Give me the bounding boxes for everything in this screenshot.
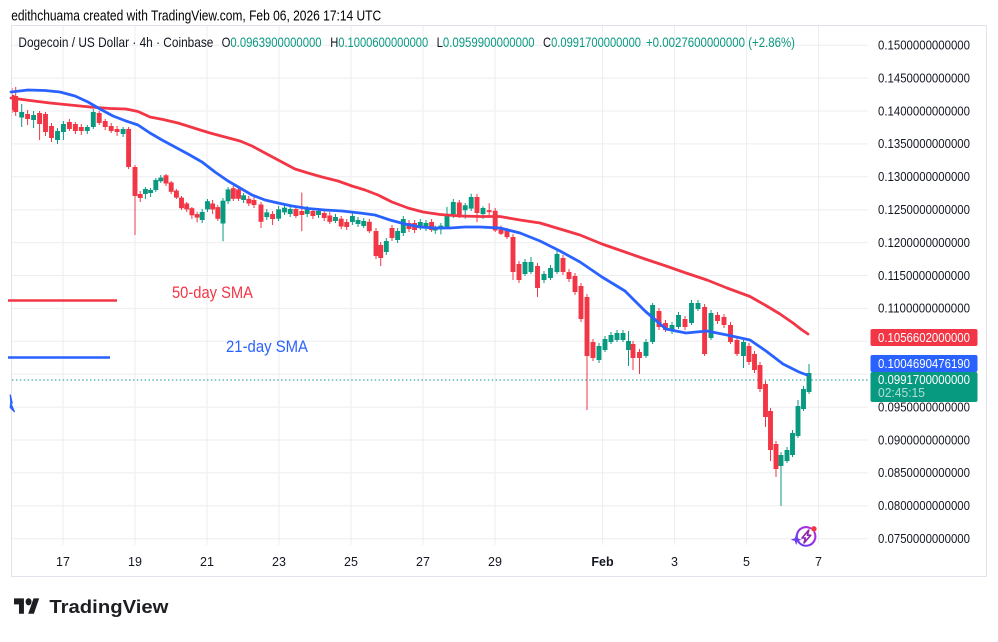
- svg-text:02:45:15: 02:45:15: [878, 386, 925, 400]
- svg-text:23: 23: [272, 555, 286, 569]
- svg-text:0.1150000000000: 0.1150000000000: [878, 269, 970, 283]
- svg-text:Dogecoin / US Dollar · 4h · Co: Dogecoin / US Dollar · 4h · Coinbase: [18, 34, 213, 50]
- svg-text:C0.0991700000000: C0.0991700000000: [543, 34, 641, 50]
- svg-text:TradingView: TradingView: [49, 597, 169, 617]
- svg-text:0.1100000000000: 0.1100000000000: [878, 302, 970, 316]
- svg-text:+0.0027600000000 (+2.86%): +0.0027600000000 (+2.86%): [646, 34, 795, 50]
- svg-text:5: 5: [743, 555, 750, 569]
- svg-text:O0.0963900000000: O0.0963900000000: [222, 34, 322, 50]
- svg-text:21-day SMA: 21-day SMA: [226, 338, 308, 356]
- svg-text:29: 29: [488, 555, 502, 569]
- svg-text:7: 7: [815, 555, 822, 569]
- svg-text:edithchuama created with Tradi: edithchuama created with TradingView.com…: [11, 8, 381, 25]
- svg-text:0.1004690476190: 0.1004690476190: [878, 357, 970, 371]
- svg-text:Feb: Feb: [591, 555, 614, 569]
- svg-text:0.0900000000000: 0.0900000000000: [878, 433, 970, 447]
- svg-text:21: 21: [200, 555, 214, 569]
- svg-text:0.0750000000000: 0.0750000000000: [878, 532, 970, 546]
- svg-text:H0.1000600000000: H0.1000600000000: [330, 34, 428, 50]
- svg-text:0.1400000000000: 0.1400000000000: [878, 104, 970, 118]
- svg-text:25: 25: [344, 555, 358, 569]
- svg-text:L0.0959900000000: L0.0959900000000: [437, 34, 535, 50]
- svg-text:3: 3: [671, 555, 678, 569]
- svg-text:50-day SMA: 50-day SMA: [172, 284, 253, 302]
- svg-text:27: 27: [416, 555, 430, 569]
- svg-text:0.0850000000000: 0.0850000000000: [878, 466, 970, 480]
- svg-text:19: 19: [128, 555, 142, 569]
- svg-text:17: 17: [56, 555, 70, 569]
- svg-text:0.1300000000000: 0.1300000000000: [878, 170, 970, 184]
- svg-text:0.0800000000000: 0.0800000000000: [878, 499, 970, 513]
- svg-text:0.1056602000000: 0.1056602000000: [878, 331, 970, 345]
- svg-text:0.1350000000000: 0.1350000000000: [878, 137, 970, 151]
- svg-text:0.0991700000000: 0.0991700000000: [878, 373, 970, 387]
- svg-text:0.1500000000000: 0.1500000000000: [878, 39, 970, 53]
- svg-text:0.0950000000000: 0.0950000000000: [878, 400, 970, 414]
- svg-text:0.1450000000000: 0.1450000000000: [878, 71, 970, 85]
- svg-text:0.1200000000000: 0.1200000000000: [878, 236, 970, 250]
- svg-text:0.1250000000000: 0.1250000000000: [878, 203, 970, 217]
